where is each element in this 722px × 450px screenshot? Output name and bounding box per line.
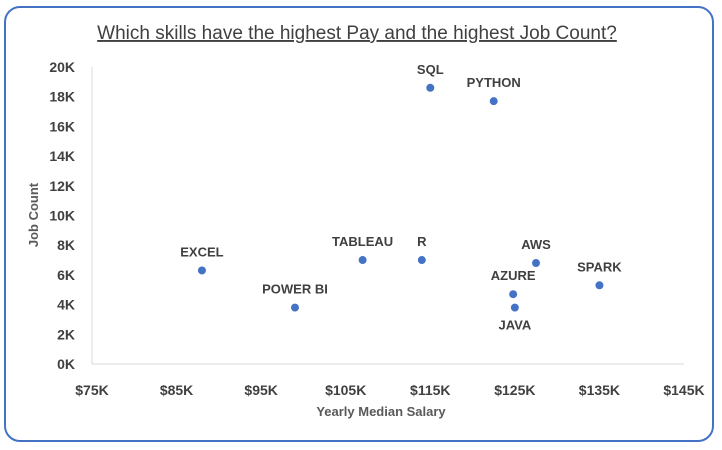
x-tick-label: $125K bbox=[494, 382, 535, 398]
data-point-tableau bbox=[358, 256, 367, 265]
y-tick-label: 14K bbox=[49, 148, 75, 164]
y-tick-label: 20K bbox=[49, 59, 75, 75]
data-point-power-bi bbox=[290, 303, 299, 312]
y-tick-label: 12K bbox=[49, 178, 75, 194]
x-tick-label: $145K bbox=[663, 382, 704, 398]
x-axis-title: Yearly Median Salary bbox=[316, 404, 446, 419]
data-point-spark bbox=[595, 281, 604, 290]
data-point-azure bbox=[509, 290, 518, 299]
x-tick-label: $115K bbox=[410, 382, 450, 398]
y-tick-label: 0K bbox=[57, 356, 75, 372]
data-point-r bbox=[417, 256, 426, 265]
data-label: JAVA bbox=[498, 318, 531, 333]
x-tick-label: $95K bbox=[244, 382, 277, 398]
data-point-python bbox=[489, 97, 498, 106]
data-label: TABLEAU bbox=[332, 234, 393, 249]
data-point-aws bbox=[532, 259, 540, 268]
data-label: AZURE bbox=[491, 268, 536, 283]
data-points bbox=[197, 83, 604, 312]
y-tick-label: 2K bbox=[57, 326, 75, 342]
y-tick-labels: 0K 2K 4K 6K 8K 10K 12K 14K 16K 18K 20K bbox=[49, 59, 75, 372]
x-tick-label: $135K bbox=[579, 382, 620, 398]
data-labels: SQL PYTHON EXCEL POWER BI TABLEAU R AWS AZURE JA… bbox=[180, 62, 622, 333]
chart-card bbox=[4, 6, 714, 442]
y-tick-label: 6K bbox=[57, 267, 75, 283]
y-tick-label: 18K bbox=[49, 89, 75, 105]
data-label: EXCEL bbox=[180, 244, 223, 259]
x-tick-labels: $75K $85K $95K $105K $115K $125K $135K $145K bbox=[75, 382, 704, 398]
data-point-sql bbox=[426, 83, 435, 92]
x-tick-label: $75K bbox=[75, 382, 108, 398]
data-label: SQL bbox=[417, 62, 444, 77]
data-label: POWER BI bbox=[262, 282, 328, 297]
y-axis-title: Job Count bbox=[26, 182, 41, 247]
data-label: SPARK bbox=[577, 259, 622, 274]
x-tick-label: $85K bbox=[160, 382, 193, 398]
y-tick-label: 10K bbox=[49, 208, 75, 224]
data-point-excel bbox=[197, 266, 206, 275]
y-tick-label: 4K bbox=[57, 297, 75, 313]
data-label: PYTHON bbox=[467, 75, 521, 90]
data-label: R bbox=[417, 234, 427, 249]
y-tick-label: 16K bbox=[49, 118, 75, 134]
x-tick-label: $105K bbox=[325, 382, 366, 398]
chart-title: Which skills have the highest Pay and th… bbox=[97, 23, 617, 44]
data-label: AWS bbox=[521, 237, 551, 252]
data-point-java bbox=[510, 303, 519, 312]
y-tick-label: 8K bbox=[57, 237, 75, 253]
